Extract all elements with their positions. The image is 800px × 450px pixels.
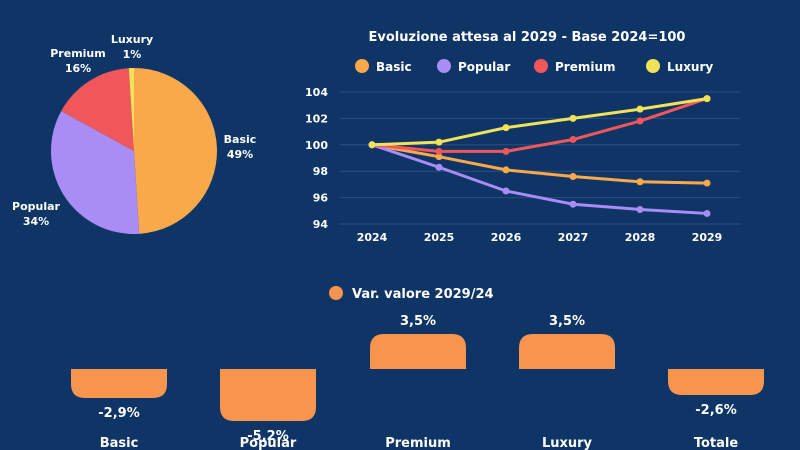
bar-category-luxury: Luxury <box>542 436 593 450</box>
pie-value-premium: 16% <box>65 62 91 75</box>
bar-value-basic: -2,9% <box>98 406 139 421</box>
x-tick-2028: 2028 <box>625 231 656 244</box>
point-basic-2027 <box>569 172 577 180</box>
series-line-basic <box>370 143 709 185</box>
bar-basic <box>71 369 167 398</box>
point-luxury-2029 <box>703 95 711 103</box>
point-basic-2028 <box>636 178 644 186</box>
line-chart: 94 96 98 100 102 104 2024 2025 2026 2027 2028 2029 <box>305 86 740 244</box>
y-tick-98: 98 <box>313 165 328 178</box>
point-basic-2029 <box>703 179 711 187</box>
legend-label-basic: Basic <box>376 60 412 74</box>
pie-value-basic: 49% <box>227 148 253 161</box>
y-tick-96: 96 <box>313 192 329 205</box>
bar-category-totale: Totale <box>694 436 739 450</box>
point-popular-2025 <box>435 163 443 171</box>
series-line-popular <box>370 143 709 215</box>
bar-legend-label: Var. valore 2029/24 <box>352 287 494 302</box>
bar-value-totale: -2,6% <box>695 403 736 418</box>
y-tick-102: 102 <box>305 112 328 125</box>
series-line-premium <box>370 97 709 153</box>
point-luxury-2027 <box>569 114 577 122</box>
point-luxury-2026 <box>502 124 510 132</box>
bar-value-popular: -5,2% <box>247 429 288 444</box>
pie-label-premium: Premium <box>50 47 105 60</box>
x-tick-2024: 2024 <box>357 231 388 244</box>
legend-label-luxury: Luxury <box>667 60 713 74</box>
bar-value-luxury: 3,5% <box>549 314 585 329</box>
bar-legend-swatch <box>329 286 343 300</box>
bar-chart: -2,9% Basic -5,2%Popular 3,5% Premium 3,5% Lux… <box>71 314 764 450</box>
legend-label-premium: Premium <box>555 60 616 74</box>
pie-slice-luxury <box>128 68 134 151</box>
pie-label-luxury: Luxury <box>111 33 153 46</box>
point-popular-2026 <box>502 187 510 195</box>
pie-slice-basic <box>134 68 217 234</box>
pie-label-basic: Basic <box>224 133 257 146</box>
point-premium-2028 <box>636 117 644 125</box>
point-popular-2029 <box>703 209 711 217</box>
legend-swatch-luxury <box>646 59 660 73</box>
point-popular-2027 <box>569 200 577 208</box>
y-tick-100: 100 <box>305 139 328 152</box>
x-tick-2025: 2025 <box>424 231 455 244</box>
point-luxury-2025 <box>435 138 443 146</box>
point-premium-2025 <box>435 147 443 155</box>
line-chart-title: Evoluzione attesa al 2029 - Base 2024=10… <box>369 30 686 45</box>
series-line-luxury <box>370 97 709 147</box>
y-tick-94: 94 <box>313 218 329 231</box>
x-tick-2027: 2027 <box>558 231 589 244</box>
bar-category-premium: Premium <box>385 436 451 450</box>
bar-category-basic: Basic <box>100 436 139 450</box>
point-basic-2025 <box>435 153 443 161</box>
bar-premium <box>370 334 466 369</box>
x-tick-2026: 2026 <box>491 231 522 244</box>
pie-slice-popular <box>51 111 140 234</box>
bar-chart-legend: Var. valore 2029/24 <box>329 286 494 302</box>
pie-slice-premium <box>61 68 135 151</box>
bar-value-premium: 3,5% <box>400 314 436 329</box>
bar-totale <box>668 369 764 395</box>
y-tick-104: 104 <box>305 86 328 99</box>
point-luxury-2028 <box>636 105 644 113</box>
bar-popular <box>220 369 316 421</box>
pie-value-popular: 34% <box>23 215 49 228</box>
legend-swatch-popular <box>437 59 451 73</box>
line-chart-legend: Basic Popular Premium Luxury <box>355 59 713 74</box>
bar-category-popular: Popular <box>240 436 297 450</box>
point-premium-2027 <box>569 136 577 144</box>
legend-swatch-premium <box>534 59 548 73</box>
point-popular-2028 <box>636 205 644 213</box>
pie-chart: Basic 49% Popular 34% Premium 16% Luxury 1% <box>12 33 256 234</box>
bar-luxury <box>519 334 615 369</box>
point-premium-2026 <box>502 147 510 155</box>
pie-value-luxury: 1% <box>123 48 142 61</box>
legend-label-popular: Popular <box>458 60 510 74</box>
pie-label-popular: Popular <box>12 200 61 213</box>
point-basic-2026 <box>502 166 510 174</box>
legend-swatch-basic <box>355 59 369 73</box>
x-tick-2029: 2029 <box>692 231 723 244</box>
point-luxury-2024 <box>368 141 376 149</box>
